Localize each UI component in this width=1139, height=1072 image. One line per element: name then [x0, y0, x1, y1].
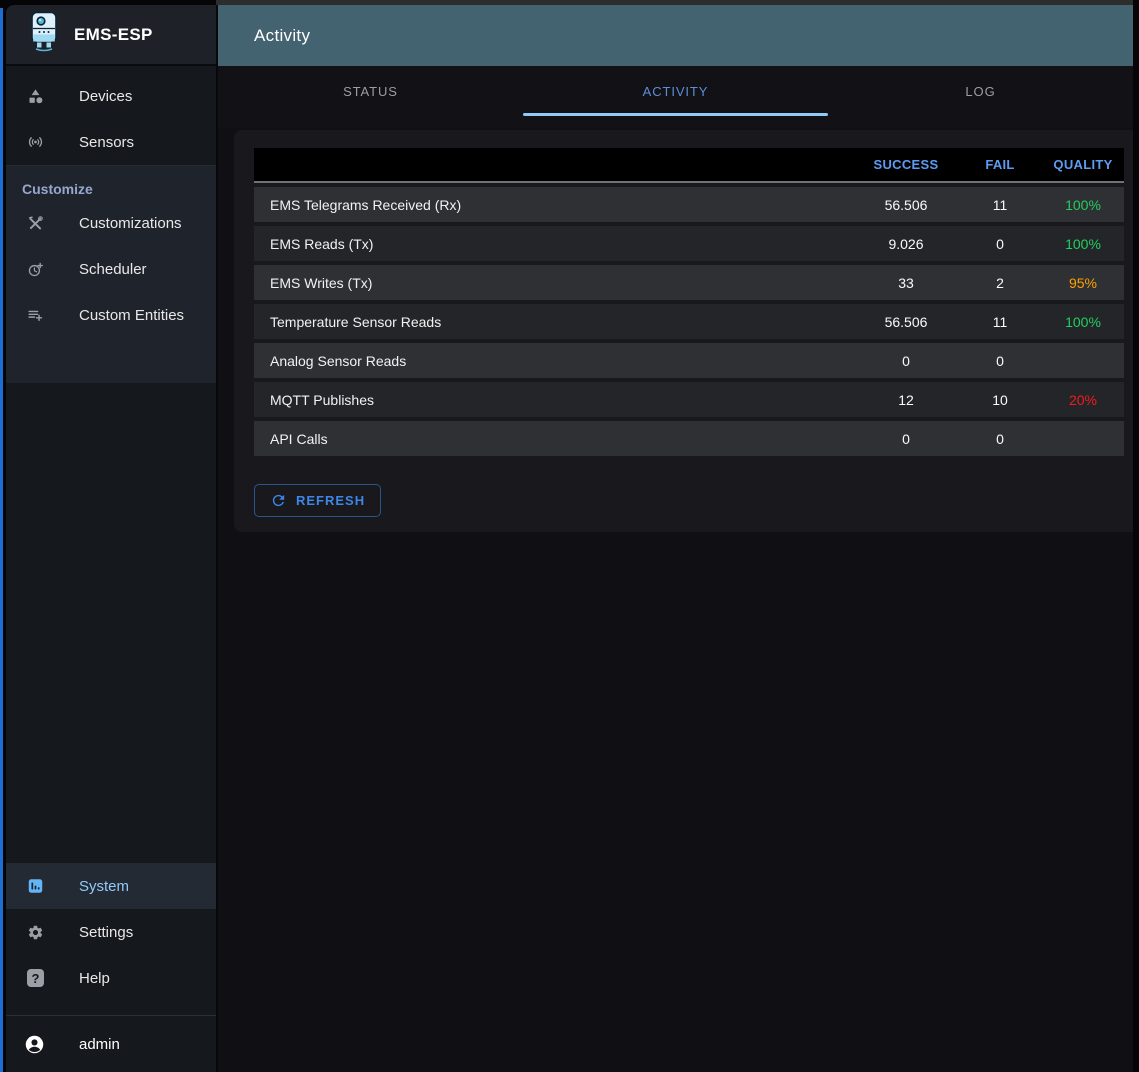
row-name-cell: EMS Telegrams Received (Rx): [270, 196, 462, 213]
row-fail-cell: 0: [996, 352, 1004, 369]
help-icon: [27, 967, 44, 989]
row-success-cell: 12: [898, 391, 914, 408]
analytics-icon: [27, 875, 44, 897]
sidebar-item-label: Custom Entities: [79, 306, 185, 324]
table-row: EMS Reads (Tx) 9.026 0 100%: [254, 226, 1124, 261]
account-circle-icon: [24, 1034, 45, 1055]
sidebar-spacer: [6, 383, 216, 863]
row-name-cell: EMS Writes (Tx): [270, 274, 373, 291]
refresh-button[interactable]: REFRESH: [254, 484, 382, 517]
customize-section-header: Customize: [22, 181, 93, 197]
table-header-quality: QUALITY: [1053, 157, 1113, 172]
activity-panel: SUCCESS FAIL QUALITY EMS Telegrams Recei…: [234, 130, 1133, 532]
row-quality-cell: 95%: [1068, 274, 1098, 291]
customize-section: Customize Customizations: [6, 166, 216, 383]
sidebar-item-label: Help: [79, 969, 110, 987]
row-success-cell: 0: [902, 352, 910, 369]
sidebar-item-label: Customizations: [79, 214, 182, 232]
row-fail-cell: 11: [992, 196, 1008, 213]
top-edge-strip: [216, 0, 1133, 5]
row-fail-cell: 2: [996, 274, 1004, 291]
row-name-cell: Temperature Sensor Reads: [270, 313, 442, 330]
boiler-logo-icon: [29, 11, 59, 58]
playlist-add-icon: [27, 304, 44, 326]
table-header-row: SUCCESS FAIL QUALITY: [254, 148, 1124, 183]
row-fail-cell: 0: [996, 235, 1004, 252]
sidebar-item-label: Sensors: [79, 133, 135, 151]
row-name-cell: EMS Reads (Tx): [270, 235, 374, 252]
sidebar-item-settings[interactable]: Settings: [6, 909, 216, 955]
app-title: EMS-ESP: [74, 24, 153, 44]
row-quality-cell: 100%: [1065, 235, 1101, 252]
sidebar-item-help[interactable]: Help: [6, 955, 216, 1001]
row-fail-cell: 0: [996, 430, 1004, 447]
row-quality-cell: 100%: [1065, 196, 1101, 213]
sidebar-divider: [6, 1015, 216, 1016]
row-fail-cell: 11: [992, 313, 1008, 330]
refresh-button-label: REFRESH: [296, 493, 366, 508]
sidebar-item-label: Scheduler: [79, 260, 147, 278]
user-name: admin: [79, 1035, 120, 1053]
sidebar-item-custom-entities[interactable]: Custom Entities: [6, 292, 216, 338]
table-row: Analog Sensor Reads 0 0: [254, 343, 1124, 378]
tab-activity[interactable]: ACTIVITY: [523, 66, 828, 116]
category-icon: [27, 85, 44, 107]
row-name-cell: MQTT Publishes: [270, 391, 374, 408]
tools-icon: [27, 212, 44, 234]
row-success-cell: 56.506: [884, 196, 928, 213]
row-success-cell: 33: [898, 274, 914, 291]
sidebar-item-customizations[interactable]: Customizations: [6, 200, 216, 246]
appbar: Activity: [218, 5, 1133, 66]
sensors-icon: [27, 131, 44, 153]
clock-plus-icon: [27, 258, 44, 280]
sidebar-item-label: Devices: [79, 87, 133, 105]
sidebar-user[interactable]: admin: [6, 1016, 216, 1072]
table-row: Temperature Sensor Reads 56.506 11 100%: [254, 304, 1124, 339]
activity-table-body: EMS Telegrams Received (Rx) 56.506 11 10…: [254, 187, 1124, 456]
main-area: Activity STATUS ACTIVITY LOG SUCCESS FAI…: [216, 5, 1133, 1072]
sidebar-item-system[interactable]: System: [6, 863, 216, 909]
tab-status[interactable]: STATUS: [343, 83, 398, 99]
refresh-icon: [270, 492, 287, 509]
sidebar-item-label: Settings: [79, 923, 134, 941]
page-title: Activity: [254, 25, 311, 45]
row-name-cell: API Calls: [270, 430, 328, 447]
row-success-cell: 56.506: [884, 313, 928, 330]
row-quality-cell: 20%: [1068, 391, 1098, 408]
row-success-cell: 0: [902, 430, 910, 447]
sidebar-item-devices[interactable]: Devices: [6, 73, 216, 119]
activity-table: SUCCESS FAIL QUALITY EMS Telegrams Recei…: [254, 148, 1124, 456]
table-row: API Calls 0 0: [254, 421, 1124, 456]
tab-bar: STATUS ACTIVITY LOG: [218, 66, 1133, 128]
table-header-success: SUCCESS: [873, 157, 939, 172]
row-name-cell: Analog Sensor Reads: [270, 352, 407, 369]
table-header-fail: FAIL: [985, 157, 1015, 172]
sidebar-item-scheduler[interactable]: Scheduler: [6, 246, 216, 292]
table-row: EMS Telegrams Received (Rx) 56.506 11 10…: [254, 187, 1124, 222]
tab-log[interactable]: LOG: [965, 83, 996, 99]
sidebar-divider: [6, 165, 216, 166]
row-fail-cell: 10: [992, 391, 1008, 408]
sidebar: EMS-ESP Devices Sensors Customize: [6, 5, 216, 1072]
gear-icon: [27, 921, 44, 943]
sidebar-item-label: System: [79, 877, 130, 895]
row-quality-cell: 100%: [1065, 313, 1101, 330]
left-accent-stripe: [0, 8, 3, 1072]
row-success-cell: 9.026: [888, 235, 924, 252]
table-row: EMS Writes (Tx) 33 2 95%: [254, 265, 1124, 300]
table-row: MQTT Publishes 12 10 20%: [254, 382, 1124, 417]
sidebar-item-sensors[interactable]: Sensors: [6, 119, 216, 165]
app-logo-block: EMS-ESP: [6, 5, 216, 66]
